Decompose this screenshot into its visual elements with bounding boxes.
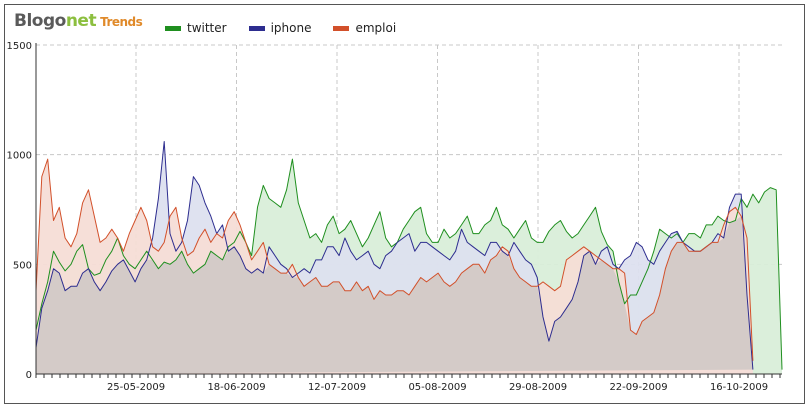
line-emploi	[35, 158, 754, 361]
logo-trends-text: Trends	[100, 15, 143, 29]
blogonet-trends-logo: Blogonet Trends	[14, 11, 143, 31]
x-tick-label-1: 18-06-2009	[207, 382, 265, 393]
logo-net-text: net	[65, 11, 97, 31]
legend-item-iphone[interactable]: iphone	[248, 21, 312, 35]
line-iphone	[35, 141, 754, 370]
line-twitter	[35, 158, 783, 370]
line-layer	[35, 141, 783, 370]
legend-label-emploi: emploi	[355, 21, 397, 35]
y-tick-label-3: 1500	[7, 41, 32, 52]
legend-label-iphone: iphone	[270, 21, 312, 35]
axis-layer: 0 500 1000 1500 25-05-2009 18-06-2009 12-07-20…	[7, 41, 782, 393]
x-tick-label-6: 16-10-2009	[710, 382, 768, 393]
legend-item-twitter[interactable]: twitter	[165, 21, 227, 35]
legend-item-emploi[interactable]: emploi	[333, 21, 396, 35]
legend-label-twitter: twitter	[187, 21, 227, 35]
y-tick-label-1: 500	[13, 260, 32, 271]
legend-swatch-emploi	[333, 25, 350, 31]
logo-blogo-text: Blogo	[14, 11, 66, 31]
y-tick-label-2: 1000	[7, 151, 32, 162]
x-tick-label-2: 12-07-2009	[308, 382, 366, 393]
x-tick-label-5: 22-09-2009	[609, 382, 667, 393]
x-tick-label-0: 25-05-2009	[107, 382, 165, 393]
y-tick-label-0: 0	[26, 370, 32, 381]
legend-swatch-twitter	[165, 25, 181, 31]
x-tick-label-3: 05-08-2009	[408, 382, 466, 393]
area-layer	[36, 141, 782, 374]
chart-legend: twitter iphone emploi	[165, 14, 419, 42]
x-tick-label-4: 29-08-2009	[509, 382, 567, 393]
area-overlap	[36, 216, 753, 374]
legend-swatch-iphone	[248, 25, 265, 31]
